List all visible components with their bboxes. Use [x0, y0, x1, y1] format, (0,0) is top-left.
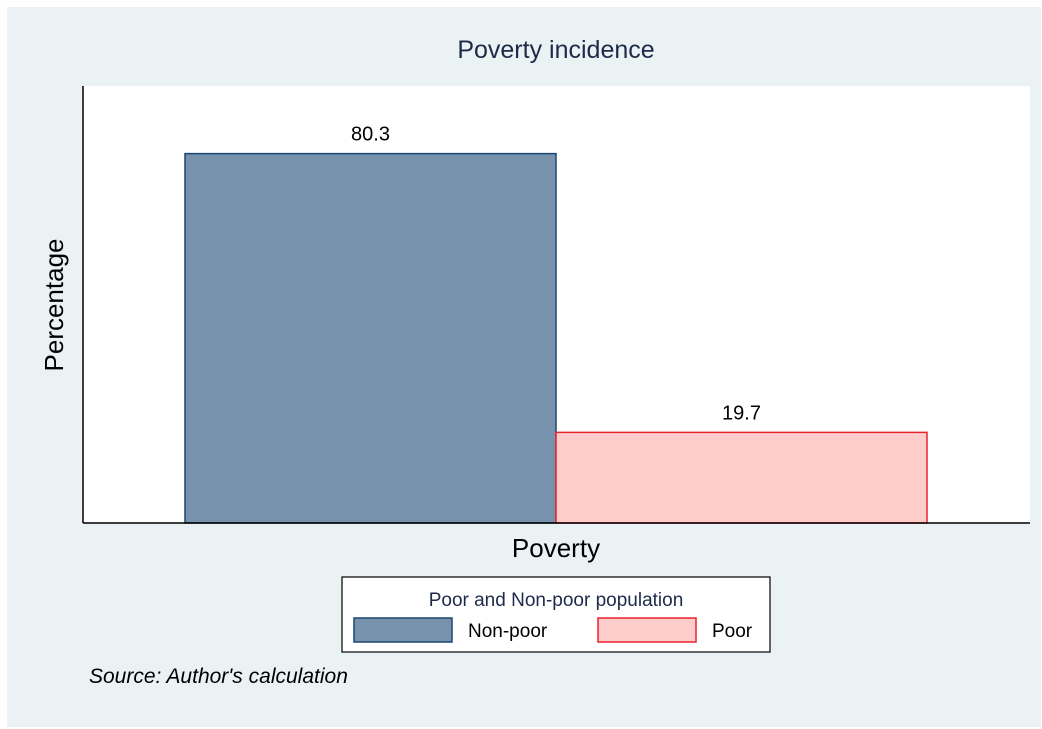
bar-poor [555, 431, 928, 524]
bar-label-poor: 19.7 [722, 402, 761, 424]
legend-swatch-non-poor [353, 617, 453, 643]
x-axis-title: Poverty [512, 533, 600, 563]
legend: Poor and Non-poor population Non-poor Po… [341, 576, 771, 653]
bar-label-non-poor: 80.3 [351, 124, 390, 146]
legend-title: Poor and Non-poor population [429, 590, 684, 611]
legend-swatch-poor [597, 617, 697, 643]
chart-title: Poverty incidence [457, 36, 654, 64]
y-axis-title: Percentage [39, 239, 69, 372]
bar-non-poor [184, 152, 557, 524]
legend-label-poor: Poor [712, 621, 753, 642]
legend-label-non-poor: Non-poor [468, 621, 548, 642]
source-note: Source: Author's calculation [89, 665, 348, 688]
